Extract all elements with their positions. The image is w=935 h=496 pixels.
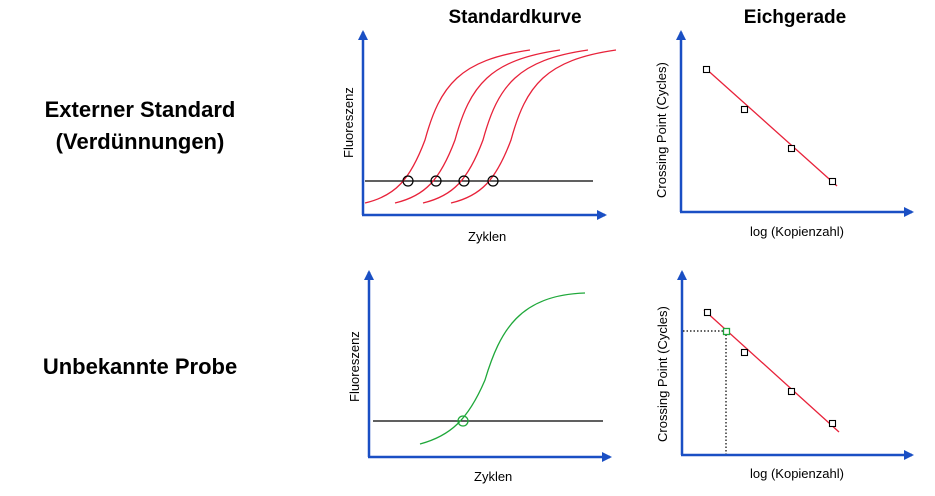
panel-calibration-line-standard: Crossing Point (Cycles) log (Kopienzahl) (654, 30, 914, 239)
row-label-line2: (Verdünnungen) (55, 129, 225, 154)
calibration-point (702, 65, 711, 74)
sample-curve (419, 292, 586, 445)
calibration-line (703, 66, 838, 187)
row-label-line1: Externer Standard (44, 97, 236, 122)
panel-calibration-line-sample: Crossing Point (Cycles) log (Kopienzahl) (655, 270, 914, 481)
sample-crossing-circle (457, 415, 469, 427)
crossing-circle (402, 175, 414, 187)
x-axis-label: Zyklen (474, 469, 512, 484)
calibration-point (740, 105, 749, 114)
header-standardkurve: Standardkurve (448, 7, 582, 28)
crossing-circle (430, 175, 442, 187)
x-axis-label: log (Kopienzahl) (750, 224, 844, 239)
calibration-point (740, 348, 749, 357)
standard-curve-3 (422, 49, 589, 204)
calibration-point (828, 419, 837, 428)
y-axis-label: Fluoreszenz (341, 87, 356, 158)
y-axis-label: Crossing Point (Cycles) (655, 306, 670, 442)
calibration-point (787, 387, 796, 396)
panel-sample-curve: Fluoreszenz Zyklen (347, 270, 612, 484)
x-axis-label: Zyklen (468, 229, 506, 244)
standard-curve-1 (364, 49, 531, 204)
row-label-unknown-sample: Unbekannte Probe (42, 354, 238, 379)
calibration-point (703, 308, 712, 317)
y-axis-label: Crossing Point (Cycles) (654, 62, 669, 198)
calibration-point (828, 177, 837, 186)
panel-standard-curves: Fluoreszenz Zyklen (341, 30, 617, 244)
crossing-circle (487, 175, 499, 187)
crossing-circle (458, 175, 470, 187)
calibration-point (787, 144, 796, 153)
row-label-external-standard: Externer Standard (Verdünnungen) (10, 94, 270, 158)
sample-point (722, 327, 731, 336)
x-axis-label: log (Kopienzahl) (750, 466, 844, 481)
header-eichgerade: Eichgerade (743, 7, 847, 28)
y-axis-label: Fluoreszenz (347, 331, 362, 402)
standard-curve-4 (450, 49, 617, 204)
standard-curve-2 (394, 49, 561, 204)
